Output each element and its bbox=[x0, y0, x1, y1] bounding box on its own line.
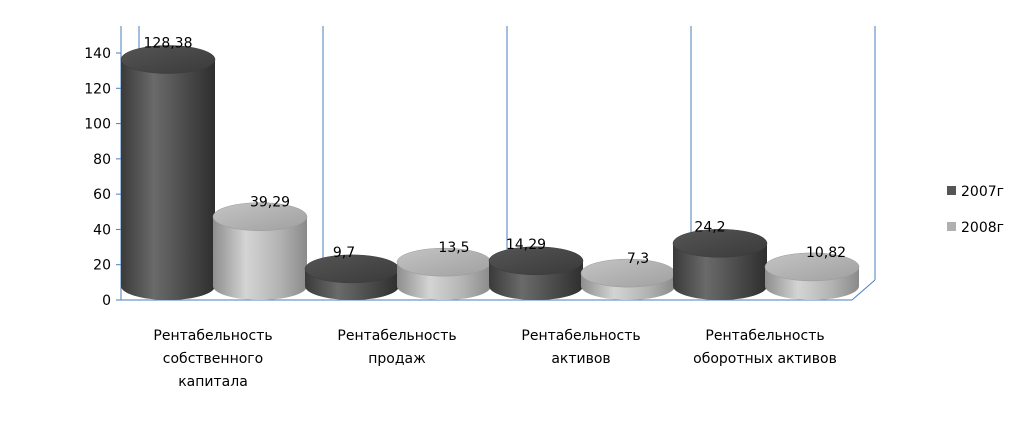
category-label: Рентабельность bbox=[521, 328, 640, 344]
y-tick-label: 0 bbox=[102, 293, 111, 309]
category-label: собственного bbox=[163, 351, 263, 367]
y-tick-label: 60 bbox=[93, 187, 111, 203]
y-axis-ticks: 0 20 40 60 80 100 120 140 bbox=[84, 46, 121, 309]
bar-top bbox=[764, 252, 860, 282]
bars bbox=[120, 45, 860, 300]
legend-label-2008: 2008г bbox=[961, 220, 1004, 236]
bar-top bbox=[120, 45, 216, 74]
bar-2008г-1 bbox=[396, 247, 492, 300]
data-label: 13,5 bbox=[438, 240, 469, 256]
bar-top bbox=[488, 246, 584, 276]
bar-2007г-3 bbox=[672, 229, 768, 300]
y-tick-label: 20 bbox=[93, 258, 111, 274]
legend-swatch-2007 bbox=[947, 186, 956, 195]
bar-2007г-1 bbox=[304, 254, 400, 300]
y-tick-label: 80 bbox=[93, 152, 111, 168]
category-label: оборотных активов bbox=[693, 351, 837, 367]
bar-2008г-0 bbox=[212, 202, 308, 300]
category-label: капитала bbox=[178, 374, 248, 390]
category-labels: Рентабельность собственного капитала Рентаб… bbox=[153, 328, 836, 390]
legend-label-2007: 2007г bbox=[961, 184, 1004, 200]
y-tick-label: 140 bbox=[84, 46, 111, 62]
y-tick-label: 100 bbox=[84, 117, 111, 133]
category-label: Рентабельность bbox=[705, 328, 824, 344]
bar-body bbox=[121, 59, 215, 300]
data-label: 14,29 bbox=[506, 237, 546, 253]
data-label: 7,3 bbox=[627, 251, 649, 267]
category-label: Рентабельность bbox=[153, 328, 272, 344]
bar-2007г-0 bbox=[120, 45, 216, 300]
bar-body bbox=[213, 216, 307, 300]
category-label: Рентабельность bbox=[337, 328, 456, 344]
bar-2008г-2 bbox=[580, 258, 676, 300]
bar-2007г-2 bbox=[488, 246, 584, 300]
bar-top bbox=[672, 229, 768, 258]
legend: 2007г 2008г bbox=[947, 184, 1004, 236]
data-label: 24,2 bbox=[694, 219, 725, 235]
floor-right-edge bbox=[851, 279, 876, 301]
data-label: 39,29 bbox=[250, 195, 290, 211]
data-label: 128,38 bbox=[144, 36, 193, 52]
legend-swatch-2008 bbox=[947, 222, 956, 231]
bar-2008г-3 bbox=[764, 252, 860, 300]
category-label: продаж bbox=[368, 351, 426, 367]
data-labels: 128,38 39,29 9,7 13,5 14,29 7,3 24,2 10,82 bbox=[144, 36, 847, 268]
data-label: 9,7 bbox=[333, 245, 355, 261]
data-label: 10,82 bbox=[806, 245, 846, 261]
y-tick-label: 40 bbox=[93, 222, 111, 238]
y-tick-label: 120 bbox=[84, 81, 111, 97]
category-label: активов bbox=[551, 351, 610, 367]
bar-body bbox=[673, 243, 767, 300]
bar-top bbox=[212, 202, 308, 231]
